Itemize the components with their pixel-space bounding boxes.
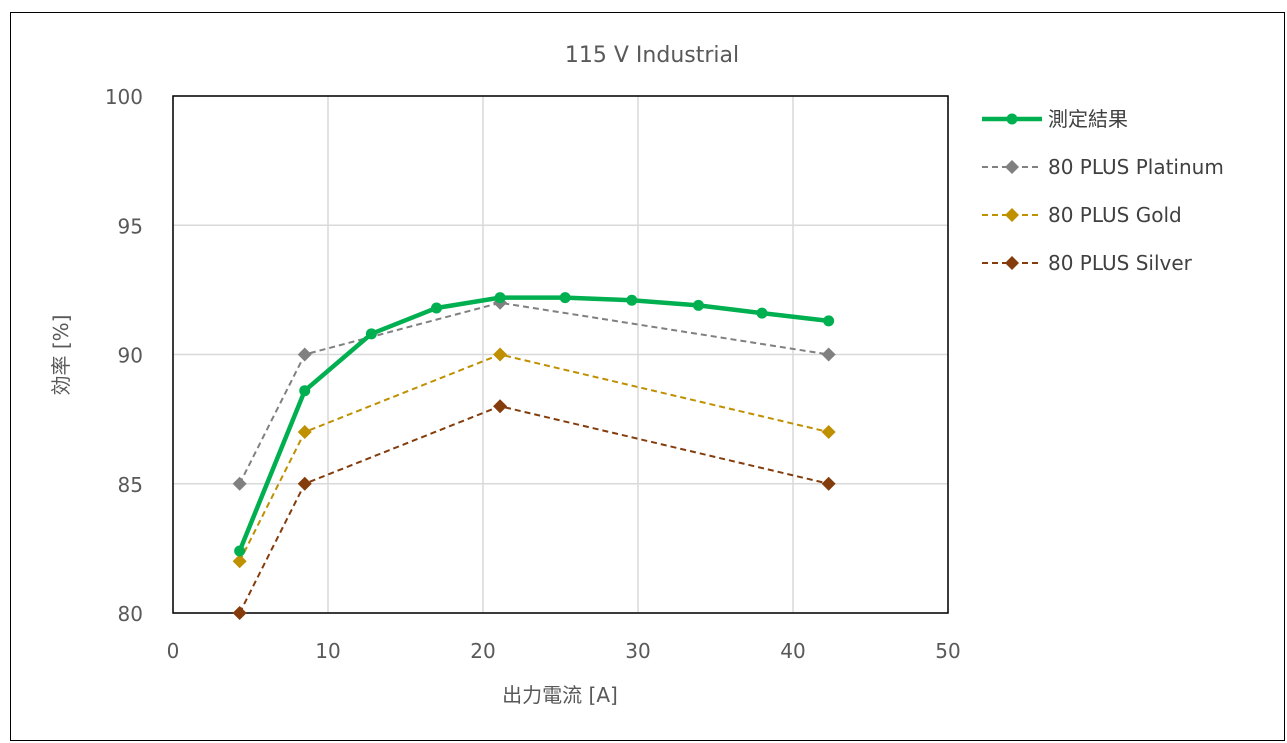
x-tick-label: 0 [167,639,180,663]
x-tick-label: 50 [935,639,960,663]
y-tick-label: 85 [118,473,143,497]
data-point [756,307,768,319]
x-tick-label: 20 [470,639,495,663]
data-point [365,328,377,340]
data-point [626,294,638,306]
x-axis-label: 出力電流 [A] [502,683,618,707]
data-point [559,292,571,304]
data-point [232,554,247,569]
data-point [821,347,836,362]
data-point [297,476,312,491]
data-point [494,292,506,304]
legend-label: 測定結果 [1048,107,1128,131]
series-line [238,301,829,485]
data-point [1005,208,1019,222]
data-point [297,425,312,440]
x-tick-label: 40 [780,639,805,663]
y-tick-label: 95 [118,214,143,238]
data-point [692,299,704,311]
legend-item: 80 PLUS Gold [982,203,1182,227]
x-tick-label: 30 [625,639,650,663]
y-tick-label: 100 [105,85,143,109]
legend: 測定結果 80 PLUS Platinum 80 PLUS Gold 80 PLUS … [982,107,1224,275]
data-point [299,385,311,397]
data-point [1005,256,1019,270]
data-point [821,425,836,440]
data-point [234,545,246,557]
chart-frame [10,12,1285,741]
series-3 [232,347,836,569]
series-line [238,405,829,614]
legend-item: 80 PLUS Silver [982,251,1193,275]
y-tick-label: 90 [118,344,143,368]
data-point [232,606,247,620]
series-line [238,353,829,562]
series-2 [232,295,836,491]
y-axis-label: 効率 [%] [49,315,73,396]
legend-label: 80 PLUS Gold [1048,203,1182,227]
plot-area [172,95,949,614]
legend-item: 80 PLUS Platinum [982,155,1224,179]
data-point [1006,113,1018,125]
series-1 [234,292,835,557]
data-point [821,476,836,491]
legend-item: 測定結果 [982,107,1128,131]
legend-label: 80 PLUS Silver [1048,251,1193,275]
chart-title: 115 V Industrial [565,43,739,68]
y-tick-label: 80 [118,602,143,626]
data-point [823,315,835,327]
series-line [237,295,829,552]
data-point [493,347,508,362]
data-point [232,476,247,491]
tick-labels: 0 10 20 30 40 50 80 85 90 95 100 [105,85,961,663]
data-point [1005,160,1019,174]
series-4 [232,399,836,620]
data-point [431,302,442,314]
legend-label: 80 PLUS Platinum [1048,155,1224,179]
data-point [493,399,508,414]
x-tick-label: 10 [315,639,340,663]
series-layer [232,292,836,620]
data-point [297,347,312,362]
